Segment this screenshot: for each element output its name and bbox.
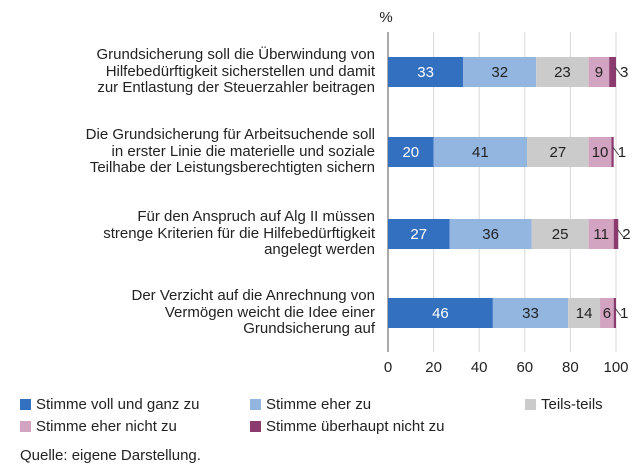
value-label: 2 (622, 226, 630, 243)
bar-segment (527, 137, 589, 167)
bar-segment (613, 219, 619, 249)
x-tick-label: 20 (425, 359, 442, 376)
bar-segment (433, 137, 528, 167)
leader-line (614, 307, 622, 317)
bar-segment (536, 57, 589, 87)
value-label: 3 (620, 64, 628, 81)
x-tick-label: 0 (384, 359, 392, 376)
x-tick-label: 40 (471, 359, 488, 376)
value-label: 1 (618, 144, 626, 161)
value-label: 1 (620, 305, 628, 322)
bar-segment (388, 57, 464, 87)
legend-label: Teils-teils (541, 396, 603, 413)
bar-segment (388, 298, 493, 328)
bar-segment (600, 298, 614, 328)
value-label: 10 (592, 144, 609, 161)
value-label: 33 (522, 305, 539, 322)
bar-segment (531, 219, 589, 249)
value-label: 27 (410, 226, 427, 243)
value-label: 23 (554, 64, 571, 81)
x-tick-label: 100 (603, 359, 628, 376)
value-label: 41 (472, 144, 489, 161)
bar-segment (449, 219, 532, 249)
leader-line (616, 228, 624, 238)
legend-label: Stimme eher zu (266, 396, 371, 413)
value-label: 27 (550, 144, 567, 161)
legend-label: Stimme überhaupt nicht zu (266, 418, 444, 435)
bar-segment (588, 137, 612, 167)
bar-segment (588, 219, 614, 249)
category-label: Die Grundsicherung für Arbeitsuchende so… (85, 126, 375, 176)
category-label: Grundsicherung soll die Überwindung von … (96, 46, 376, 96)
bar-segment (492, 298, 569, 328)
unit-label: % (379, 9, 392, 26)
value-label: 6 (603, 305, 611, 322)
legend-swatch (20, 399, 31, 410)
leader-line (614, 66, 622, 76)
category-label: Der Verzicht auf die Anrechnung von Verm… (131, 287, 376, 337)
x-tick-label: 80 (562, 359, 579, 376)
value-label: 9 (595, 64, 603, 81)
legend-swatch (525, 399, 536, 410)
value-label: 25 (552, 226, 569, 243)
x-tick-label: 60 (516, 359, 533, 376)
legend-swatch (250, 421, 261, 432)
value-label: 46 (432, 305, 449, 322)
value-label: 36 (482, 226, 499, 243)
value-label: 14 (576, 305, 593, 322)
value-label: 32 (491, 64, 508, 81)
legend-swatch (250, 399, 261, 410)
value-label: 11 (593, 226, 609, 243)
legend-swatch (20, 421, 31, 432)
category-label: Für den Anspruch auf Alg II müssen stren… (103, 208, 375, 258)
bar-segment (463, 57, 537, 87)
bar-segment (388, 219, 450, 249)
source: Quelle: eigene Darstellung. (20, 447, 201, 464)
bar-segment (588, 57, 610, 87)
bar-segment (611, 137, 614, 167)
leader-line (612, 146, 620, 156)
value-label: 20 (402, 144, 419, 161)
legend-label: Stimme voll und ganz zu (36, 396, 199, 413)
value-label: 33 (417, 64, 434, 81)
bar-segment (388, 137, 434, 167)
bar-segment (613, 298, 616, 328)
bar-segment (609, 57, 616, 87)
legend-label: Stimme eher nicht zu (36, 418, 177, 435)
bar-segment (568, 298, 601, 328)
